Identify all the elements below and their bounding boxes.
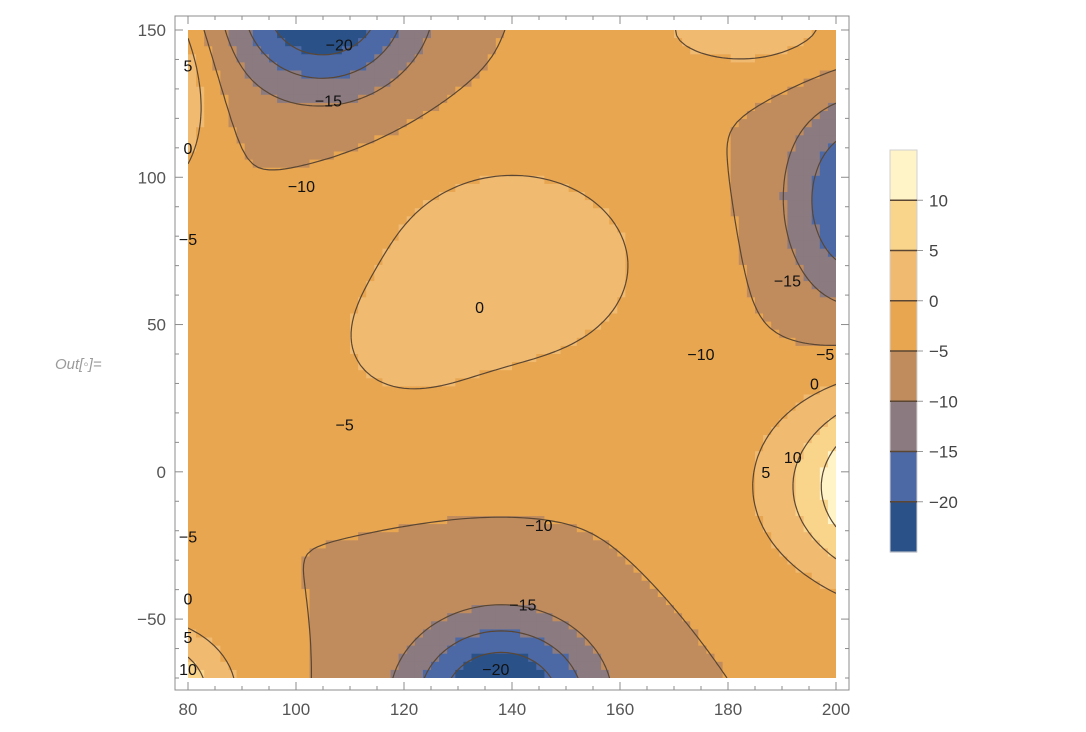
contour-line--5 xyxy=(203,30,836,678)
contour-label: 0 xyxy=(184,591,193,608)
contour-label: 10 xyxy=(179,662,197,679)
x-tick-label: 200 xyxy=(822,700,850,719)
contour-line--20 xyxy=(274,30,552,678)
contour-label: −20 xyxy=(326,38,353,55)
legend-swatch xyxy=(890,300,917,352)
x-tick-label: 120 xyxy=(390,700,418,719)
contour-line--10 xyxy=(224,30,836,678)
axis-ticks xyxy=(175,16,849,690)
contour-label: −10 xyxy=(687,347,714,364)
contour-label: 10 xyxy=(784,450,802,467)
legend-label: −10 xyxy=(929,392,958,411)
legend-swatch xyxy=(890,250,917,302)
x-tick-label: 180 xyxy=(714,700,742,719)
legend-label: −5 xyxy=(929,342,948,361)
y-tick-label: 50 xyxy=(147,316,166,335)
legend-label: −15 xyxy=(929,443,958,462)
contour-label: −15 xyxy=(509,597,536,614)
contour-label: −20 xyxy=(482,662,509,679)
contour-label: 5 xyxy=(184,630,193,647)
contour-label: 0 xyxy=(475,300,484,317)
contour-label: −15 xyxy=(774,273,801,290)
contour-label: −5 xyxy=(179,530,197,547)
legend-swatch xyxy=(890,451,917,503)
contour-line-10 xyxy=(820,446,836,528)
legend-label: −20 xyxy=(929,493,958,512)
contour-fill xyxy=(188,30,836,678)
contour-label: −5 xyxy=(816,347,834,364)
contour-lines xyxy=(188,30,836,678)
legend-swatch xyxy=(890,501,917,553)
legend-swatch xyxy=(890,200,917,252)
output-cell-label: Out[◦]= xyxy=(55,356,102,373)
contour-line--15 xyxy=(248,30,836,678)
contour-label: −10 xyxy=(288,179,315,196)
contour-line-0 xyxy=(188,30,836,678)
contour-label: −5 xyxy=(179,232,197,249)
contour-label: 0 xyxy=(184,141,193,158)
legend-swatch xyxy=(890,401,917,453)
y-tick-label: −50 xyxy=(137,610,166,629)
legend-swatch xyxy=(890,351,917,402)
legend-label: 0 xyxy=(929,292,938,311)
legend-swatch xyxy=(890,150,917,201)
x-tick-label: 80 xyxy=(179,700,198,719)
y-tick-label: 100 xyxy=(138,168,166,187)
legend-label: 10 xyxy=(929,191,948,210)
contour-label: −15 xyxy=(315,94,342,111)
x-tick-label: 160 xyxy=(606,700,634,719)
y-tick-label: 150 xyxy=(138,21,166,40)
x-tick-label: 140 xyxy=(498,700,526,719)
contour-label: −5 xyxy=(335,418,353,435)
y-tick-label: 0 xyxy=(157,463,166,482)
legend: 10 5 0 −5 −10 −15 −20 xyxy=(889,149,958,553)
contour-labels: −20 −15 −10 5 0 −5 0 −5 −15 −10 −5 0 10 5 −10 −15 −20 −5 0… xyxy=(179,38,835,679)
x-tick-label: 100 xyxy=(282,700,310,719)
contour-label: 5 xyxy=(761,465,770,482)
contour-label: 0 xyxy=(810,376,819,393)
contour-line-5 xyxy=(188,414,836,678)
legend-label: 5 xyxy=(929,242,938,261)
contour-label: −10 xyxy=(525,518,552,535)
contour-label: 5 xyxy=(184,58,193,75)
